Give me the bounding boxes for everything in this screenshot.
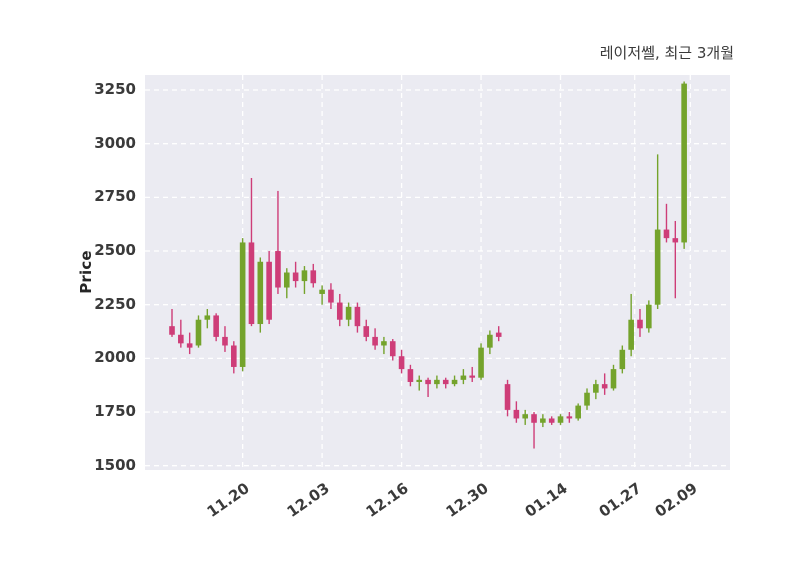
y-tick-label: 3250 — [94, 80, 136, 99]
candle-body — [345, 306, 352, 320]
candle-body — [548, 418, 555, 423]
candle-body — [584, 392, 590, 406]
candle-body — [487, 334, 493, 348]
candle-body — [407, 369, 414, 382]
x-tick-label: 02.09 — [651, 479, 701, 521]
candle-body — [575, 405, 581, 419]
candle-body — [169, 326, 175, 335]
candle-body — [257, 261, 264, 325]
candle-body — [398, 356, 405, 370]
candle-body — [601, 384, 608, 389]
candle-body — [610, 369, 617, 389]
candle-body — [566, 416, 573, 419]
candle-body — [663, 229, 670, 239]
y-tick-label: 2000 — [94, 348, 136, 367]
x-tick-label: 01.14 — [521, 479, 571, 521]
candle-body — [354, 306, 361, 327]
candle-body — [619, 349, 626, 370]
candle-body — [222, 336, 228, 346]
candle-body — [266, 261, 272, 320]
candle-body — [301, 270, 308, 282]
candle-body — [593, 384, 599, 393]
candle-body — [531, 414, 537, 423]
plot-area — [145, 75, 730, 470]
candle-body — [178, 334, 184, 344]
candle-body — [557, 416, 564, 423]
y-tick-label: 2500 — [94, 241, 136, 260]
candle-body — [425, 379, 431, 385]
candle-body — [646, 304, 652, 329]
candle-body — [231, 345, 237, 367]
candle-body — [328, 289, 334, 303]
candle-body — [478, 347, 484, 378]
x-tick-label: 12.03 — [283, 479, 333, 521]
candle-body — [239, 242, 246, 367]
candle-body — [292, 272, 299, 282]
candle-body — [522, 414, 528, 419]
candle-body — [654, 229, 661, 305]
candlestick-chart — [145, 75, 730, 470]
candle-body — [672, 238, 679, 243]
candle-body — [451, 379, 458, 385]
candle-body — [460, 375, 467, 380]
candle-body — [434, 379, 440, 385]
x-tick-label: 11.20 — [203, 479, 253, 521]
candle-body — [186, 343, 193, 348]
x-tick-label: 01.27 — [595, 479, 646, 521]
candle-body — [504, 384, 511, 410]
candle-body — [637, 319, 643, 329]
candle-body — [540, 418, 546, 423]
candle-body — [681, 83, 687, 243]
candle-body — [372, 336, 378, 346]
y-tick-label: 1500 — [94, 455, 136, 474]
candle-body — [628, 319, 634, 350]
candle-body — [363, 326, 370, 337]
candle-body — [310, 270, 317, 284]
candle-body — [319, 289, 325, 294]
candle-body — [248, 242, 255, 325]
y-tick-label: 1750 — [94, 402, 136, 421]
chart-title: 레이저쎌, 최근 3개월 — [599, 44, 734, 62]
candle-body — [513, 409, 520, 419]
y-tick-label: 2750 — [94, 187, 136, 206]
candle-body — [213, 315, 219, 337]
candle-body — [195, 319, 202, 346]
candle-body — [495, 332, 502, 337]
x-tick-label: 12.16 — [362, 479, 412, 521]
candle-body — [389, 341, 396, 357]
candle-body — [416, 379, 423, 382]
candle-body — [336, 302, 343, 320]
y-tick-label: 3000 — [94, 133, 136, 152]
y-tick-label: 2250 — [94, 294, 136, 313]
candle-body — [204, 315, 211, 320]
candle-body — [275, 251, 281, 288]
candle-body — [381, 341, 387, 346]
x-tick-label: 12.30 — [442, 479, 492, 521]
candle-body — [283, 272, 290, 288]
candle-body — [442, 379, 449, 385]
candle-body — [469, 375, 476, 378]
